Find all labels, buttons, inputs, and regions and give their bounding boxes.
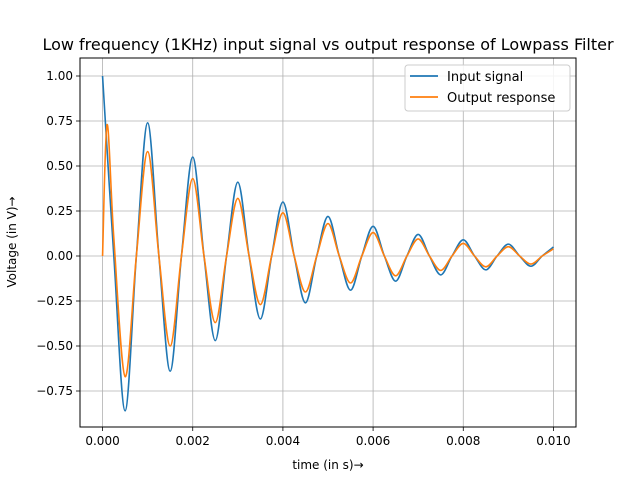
legend-label-input: Input signal: [447, 70, 523, 85]
y-tick-label: −0.75: [36, 384, 73, 398]
legend: Input signal Output response: [404, 64, 571, 112]
y-axis-label: Voltage (in V)→: [5, 196, 19, 287]
series-line-input: [101, 75, 554, 412]
x-tick-label: 0.004: [266, 434, 300, 448]
x-axis-label: time (in s)→: [292, 458, 363, 472]
series-line-output: [101, 123, 554, 378]
y-tick-label: 0.75: [46, 114, 73, 128]
plot-frame: [79, 57, 577, 428]
x-tick-label: 0.000: [85, 434, 119, 448]
y-tick-label: 0.25: [46, 204, 73, 218]
y-tick-label: 0.00: [46, 249, 73, 263]
grid: [80, 58, 576, 427]
x-tick-label: 0.002: [176, 434, 210, 448]
y-tick-label: 1.00: [46, 69, 73, 83]
legend-label-output: Output response: [447, 91, 555, 106]
y-tick-label: −0.50: [36, 339, 73, 353]
y-tick-label: 0.50: [46, 159, 73, 173]
x-tick-label: 0.008: [446, 434, 480, 448]
series-layer: [101, 75, 554, 412]
x-tick-label: 0.006: [356, 434, 390, 448]
ticks: 0.000 0.002 0.004 0.006 0.008 0.010 −0.75 −0.50…: [36, 69, 570, 448]
legend-box: [404, 64, 571, 112]
x-tick-label: 0.010: [536, 434, 570, 448]
chart-title: Low frequency (1KHz) input signal vs out…: [42, 35, 614, 54]
y-tick-label: −0.25: [36, 294, 73, 308]
